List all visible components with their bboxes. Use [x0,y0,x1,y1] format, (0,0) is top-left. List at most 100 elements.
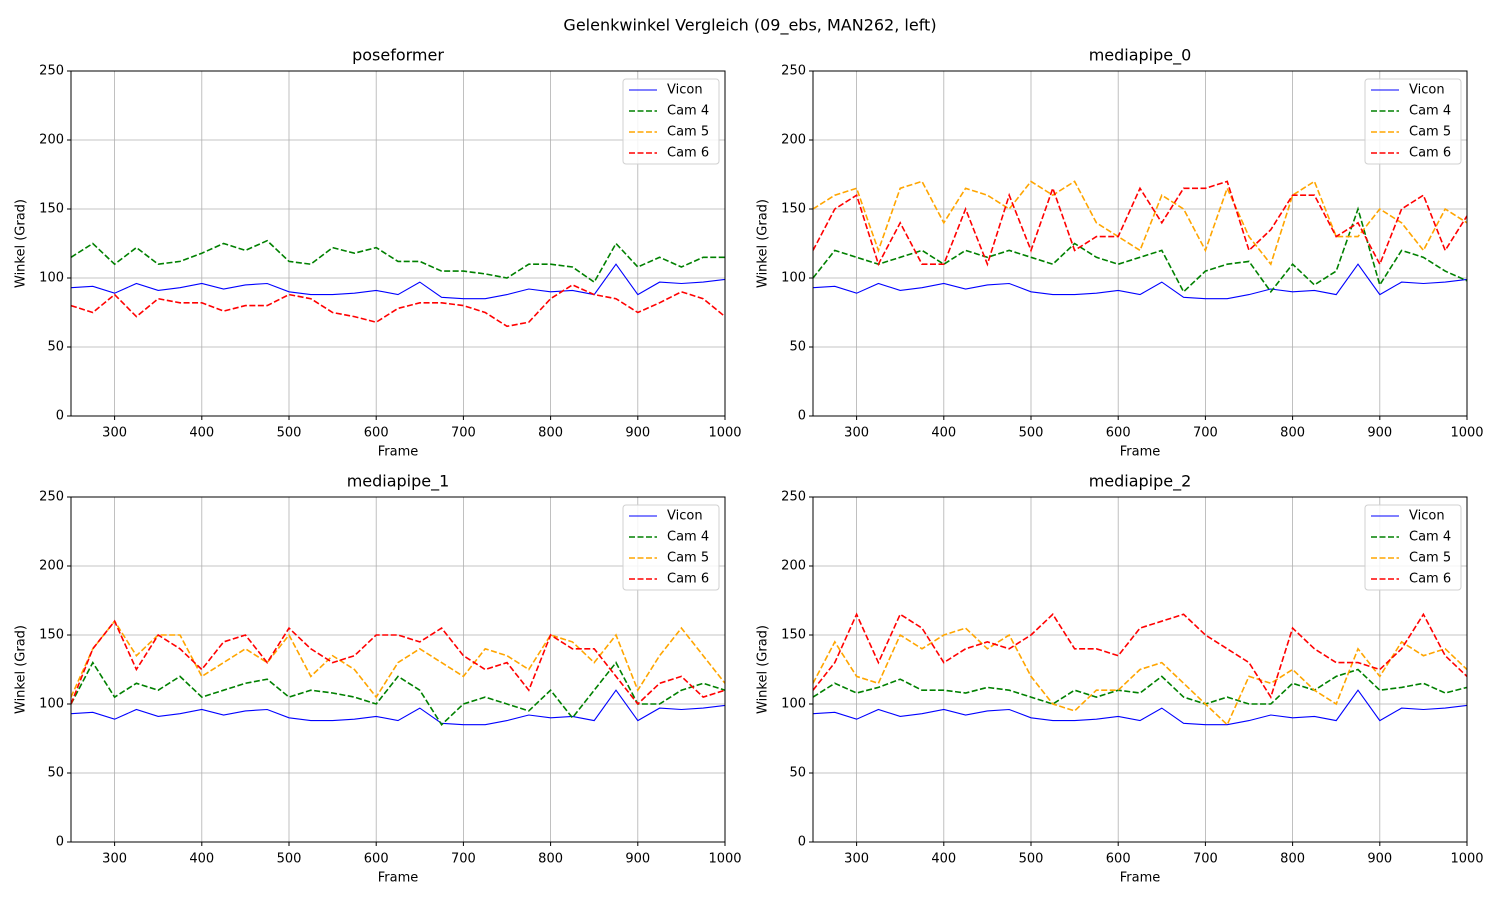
subplot-title: mediapipe_2 [1089,472,1192,492]
x-tick-label: 700 [1193,426,1218,441]
series-line [71,283,725,328]
x-tick-label: 300 [844,852,869,867]
legend-label: Cam 4 [667,530,709,545]
y-tick-label: 100 [781,271,806,286]
subplot-title: mediapipe_0 [1089,46,1192,66]
x-axis-label: Frame [378,871,419,886]
y-tick-label: 150 [39,202,64,217]
x-tick-label: 900 [1367,852,1392,867]
series-line [71,661,725,726]
x-tick-label: 800 [1280,852,1305,867]
x-tick-label: 400 [189,852,214,867]
series-line [813,612,1467,699]
y-tick-label: 100 [781,697,806,712]
x-tick-label: 800 [1280,426,1305,441]
x-tick-label: 700 [1193,852,1218,867]
subplot-title: mediapipe_1 [347,472,450,492]
x-tick-label: 300 [844,426,869,441]
legend-label: Cam 5 [1409,551,1451,566]
x-axis-label: Frame [1120,871,1161,886]
y-tick-label: 250 [781,64,806,79]
x-tick-label: 700 [451,852,476,867]
legend-label: Cam 6 [667,146,709,161]
x-tick-label: 400 [189,426,214,441]
legend-label: Vicon [1409,509,1445,524]
legend-box [622,504,720,591]
x-tick-label: 500 [277,852,302,867]
legend-label: Vicon [1409,83,1445,98]
y-tick-label: 0 [798,835,806,850]
x-tick-label: 900 [1367,426,1392,441]
legend-label: Cam 6 [1409,572,1451,587]
y-tick-label: 50 [47,340,64,355]
x-tick-label: 600 [1106,426,1131,441]
legend-label: Cam 6 [1409,146,1451,161]
x-tick-label: 400 [931,426,956,441]
y-tick-label: 150 [781,202,806,217]
y-tick-label: 250 [39,64,64,79]
x-tick-label: 600 [364,426,389,441]
x-tick-label: 500 [1019,852,1044,867]
legend-box [1364,78,1462,165]
series-line [813,206,1467,294]
y-tick-label: 200 [39,133,64,148]
x-tick-label: 800 [538,852,563,867]
series-line [813,180,1467,267]
x-tick-label: 300 [102,852,127,867]
y-tick-label: 50 [789,340,806,355]
legend-label: Cam 4 [667,104,709,119]
y-tick-label: 150 [39,628,64,643]
x-tick-label: 1000 [1450,426,1483,441]
subplot: 300 400 500 600 700 800 900 1000 0 50 100 150 200 250… [756,472,1484,886]
series-line [813,627,1467,727]
y-axis-label: Winkel (Grad) [756,625,771,714]
y-tick-label: 200 [39,559,64,574]
axes-frame [812,70,1468,417]
figure-title: Gelenkwinkel Vergleich (09_ebs, MAN262, … [563,16,936,36]
series-line [71,263,725,300]
legend: Vicon Cam 4 Cam 5 Cam 6 [622,504,720,591]
legend-label: Vicon [667,83,703,98]
x-tick-label: 1000 [1450,852,1483,867]
axes-frame [70,70,726,417]
x-tick-label: 400 [931,852,956,867]
series-line [71,619,725,706]
series-line [813,689,1467,726]
series-line [813,263,1467,300]
series-line [813,668,1467,705]
x-tick-label: 500 [1019,426,1044,441]
legend-label: Cam 5 [1409,125,1451,140]
x-axis-label: Frame [378,445,419,460]
y-tick-label: 100 [39,271,64,286]
axes-frame [70,496,726,843]
subplot: 300 400 500 600 700 800 900 1000 0 50 100 150 200 250… [14,46,742,460]
x-tick-label: 600 [1106,852,1131,867]
legend-label: Cam 4 [1409,104,1451,119]
legend: Vicon Cam 4 Cam 5 Cam 6 [622,78,720,165]
y-tick-label: 50 [789,766,806,781]
legend-label: Vicon [667,509,703,524]
x-tick-label: 900 [625,426,650,441]
x-axis-label: Frame [1120,445,1161,460]
legend-label: Cam 6 [667,572,709,587]
y-tick-label: 200 [781,559,806,574]
x-tick-label: 300 [102,426,127,441]
subplot-title: poseformer [352,46,444,65]
y-tick-label: 0 [56,835,64,850]
x-tick-label: 600 [364,852,389,867]
x-tick-label: 700 [451,426,476,441]
axes-frame [812,496,1468,843]
y-axis-label: Winkel (Grad) [14,199,29,288]
legend: Vicon Cam 4 Cam 5 Cam 6 [1364,78,1462,165]
y-tick-label: 50 [47,766,64,781]
y-tick-label: 150 [781,628,806,643]
x-tick-label: 900 [625,852,650,867]
y-axis-label: Winkel (Grad) [756,199,771,288]
legend-label: Cam 5 [667,551,709,566]
legend-label: Cam 5 [667,125,709,140]
x-tick-label: 1000 [708,852,741,867]
legend-label: Cam 4 [1409,530,1451,545]
